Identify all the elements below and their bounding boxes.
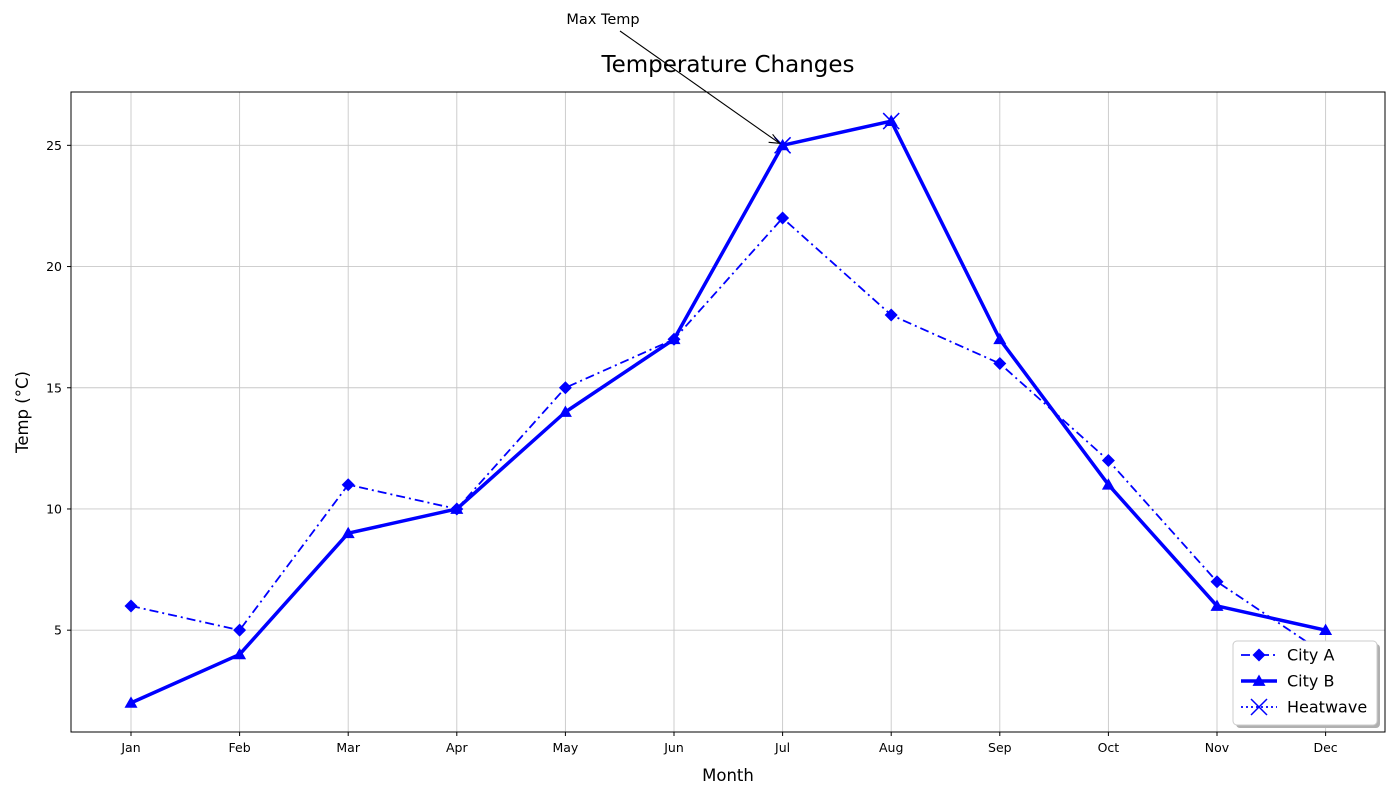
data-point-city-b-0 [124,696,138,708]
x-tick-label-nov: Nov [1205,740,1230,755]
x-tick-label-jun: Jun [663,740,684,755]
chart-title: Temperature Changes [600,52,854,78]
legend-marker-city-a [1252,648,1266,662]
series-line-city-a [130,217,1327,656]
y-tick-label-20: 20 [46,259,62,274]
x-tick-label-jul: Jul [774,740,790,755]
x-tick-label-jan: Jan [120,740,140,755]
legend-box [1232,640,1378,726]
x-tick-label-aug: Aug [879,740,903,755]
y-tick-label-5: 5 [54,623,62,638]
data-point-heatwave-1-stroke-b [882,112,900,130]
legend-marker-heatwave-stroke-b [1250,698,1268,716]
y-tick-label-10: 10 [46,501,62,516]
x-tick-label-may: May [552,740,578,755]
legend-label-heatwave: Heatwave [1287,698,1367,717]
data-point-city-a-4 [558,381,572,395]
data-point-heatwave-1 [882,112,900,130]
data-point-city-b-8 [993,332,1007,345]
legend-marker-heatwave [1250,698,1268,716]
legend-label-city-a: City A [1287,646,1334,665]
data-point-city-b-3 [450,502,464,514]
axis-layer: Jan Feb Mar Apr May Jun Jul Aug Sep Oct Nov Dec 5 10 1… [46,138,1338,755]
data-point-city-b-1 [233,647,247,660]
data-point-city-a-0 [124,599,138,613]
data-point-city-b-2 [341,526,355,539]
data-point-city-a-6 [776,211,790,225]
series-layer [124,112,1333,708]
x-tick-label-apr: Apr [446,740,468,755]
data-point-city-b-10 [1210,599,1224,611]
data-point-city-a-9 [1101,453,1115,467]
data-point-city-b-5 [667,332,681,345]
legend-marker-city-b [1252,674,1266,686]
annotation-arrow-head [768,133,781,144]
data-point-city-a-2 [341,478,355,492]
series-line-city-b [130,119,1326,705]
x-tick-label-sep: Sep [988,740,1012,755]
x-tick-label-dec: Dec [1313,740,1337,755]
y-tick-label-25: 25 [46,138,62,153]
data-point-city-a-8 [993,357,1007,371]
data-point-city-a-1 [233,623,247,637]
y-tick-label-15: 15 [46,380,62,395]
y-axis-title: Temp (°C) [13,371,32,454]
legend-label-city-b: City B [1287,672,1334,691]
x-tick-label-oct: Oct [1098,740,1120,755]
annotation-layer: Max Temp [566,12,781,144]
data-point-city-b-9 [1101,478,1115,490]
annotation-arrow-line [619,30,780,144]
x-axis-title: Month [702,766,754,785]
data-point-city-b-4 [558,405,572,417]
legend: City A City B Heatwave [1232,640,1380,728]
grid-layer [71,92,1385,732]
series-line-heatwave [782,120,892,147]
x-tick-label-feb: Feb [229,740,251,755]
data-point-city-a-7 [884,308,898,322]
x-tick-label-mar: Mar [336,740,360,755]
data-point-city-a-10 [1210,575,1224,589]
data-point-heatwave-0-stroke-b [774,136,792,154]
annotation-text: Max Temp [566,12,639,28]
data-point-city-b-11 [1319,623,1333,636]
plot-area-frame [70,91,1386,733]
